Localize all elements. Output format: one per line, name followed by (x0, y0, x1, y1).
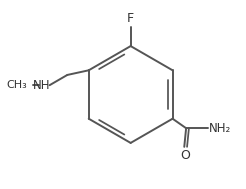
Text: NH₂: NH₂ (208, 122, 231, 135)
Text: F: F (127, 12, 134, 25)
Text: NH: NH (33, 79, 50, 92)
Text: O: O (180, 149, 190, 162)
Text: CH₃: CH₃ (6, 80, 27, 90)
